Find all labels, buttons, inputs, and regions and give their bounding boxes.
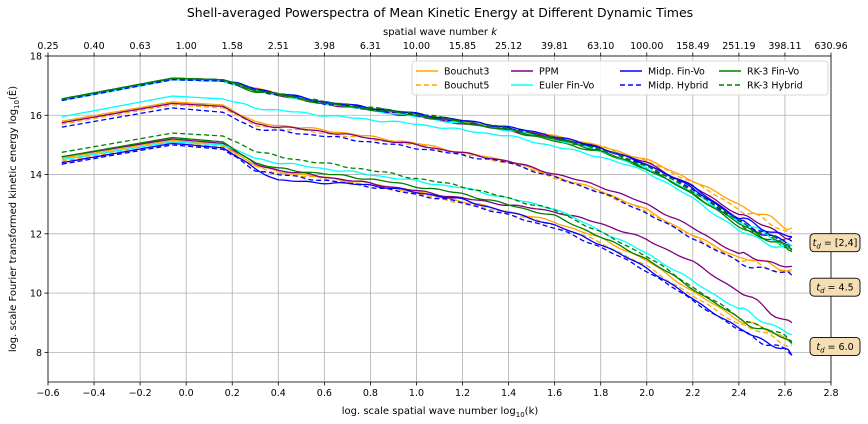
legend-label: Euler Fin-Vo <box>539 81 594 92</box>
x-tick-label: 2.2 <box>685 388 700 399</box>
top-tick-label: 630.96 <box>814 41 847 52</box>
top-tick-label: 6.31 <box>360 41 381 52</box>
series-line-bouchut3 <box>61 77 793 231</box>
x-tick-label: 2.4 <box>731 388 746 399</box>
series-line-midp-fin-vo <box>61 142 793 356</box>
y-tick-label: 16 <box>30 111 42 122</box>
y-tick-label: 12 <box>30 229 42 240</box>
top-tick-label: 3.98 <box>314 41 335 52</box>
series-line-euler-fin-vo <box>61 141 793 336</box>
series-line-rk-3-hybrid <box>61 132 793 343</box>
x-tick-label: −0.2 <box>129 388 152 399</box>
series-line-bouchut5 <box>61 77 793 233</box>
x-tick-label: 2.8 <box>823 388 838 399</box>
time-annotations: td = [2,4] td = 4.5 td = 6.0 <box>809 233 861 356</box>
series-line-ppm <box>61 138 793 324</box>
legend-label: RK-3 Fin-Vo <box>747 67 799 78</box>
top-x-axis-label: spatial wave number k <box>383 27 498 38</box>
x-tick-label: 1.8 <box>593 388 608 399</box>
x-tick-label: 2.0 <box>639 388 654 399</box>
top-tick-label: 1.00 <box>176 41 197 52</box>
x-tick-label: 1.6 <box>547 388 562 399</box>
x-tick-label: 0.2 <box>225 388 240 399</box>
annotation-label: td = 4.5 <box>816 283 853 296</box>
x-tick-label: 0.0 <box>179 388 194 399</box>
legend-label: PPM <box>539 67 559 78</box>
annotation-box <box>809 277 861 297</box>
top-tick-label: 10.00 <box>403 41 430 52</box>
y-tick-label: 14 <box>30 170 42 181</box>
annotation-box <box>809 336 861 356</box>
y-axis-label: log. scale Fourier transformed kinetic e… <box>6 86 21 352</box>
y-tick-label: 8 <box>36 348 42 359</box>
plot-frame <box>47 55 832 383</box>
x-tick-label: 0.6 <box>317 388 332 399</box>
x-tick-label: 0.4 <box>271 388 286 399</box>
series-line-rk-3-hybrid <box>61 77 793 248</box>
top-tick-label: 251.19 <box>722 41 755 52</box>
x-tick-label: −0.6 <box>36 388 59 399</box>
top-tick-label: 158.49 <box>676 41 709 52</box>
x-tick-label: 1.4 <box>501 388 516 399</box>
series-line-bouchut5 <box>61 142 793 348</box>
x-axis-ticks: −0.6 −0.4 −0.2 0.0 0.2 0.4 0.6 0.8 1.0 1.2 1.4 1.6 1… <box>36 382 839 399</box>
y-tick-label: 10 <box>30 289 42 300</box>
series-line-midp-hybrid <box>61 144 793 356</box>
top-tick-label: 1.58 <box>222 41 243 52</box>
x-tick-label: 1.0 <box>409 388 424 399</box>
legend: Bouchut3 Bouchut5 PPM Euler Fin-Vo Midp. Fin… <box>411 60 829 96</box>
top-tick-label: 63.10 <box>587 41 614 52</box>
top-tick-label: 0.25 <box>37 41 58 52</box>
series-line-ppm <box>61 102 792 268</box>
series-lines <box>61 77 793 356</box>
x-tick-label: 1.2 <box>455 388 470 399</box>
legend-label: Bouchut3 <box>444 67 489 78</box>
legend-label: RK-3 Hybrid <box>747 81 803 92</box>
series-line-euler-fin-vo <box>61 79 793 247</box>
legend-box <box>411 60 829 96</box>
top-tick-label: 0.63 <box>130 41 151 52</box>
top-tick-label: 100.00 <box>630 41 663 52</box>
top-tick-label: 0.40 <box>83 41 104 52</box>
top-tick-label: 25.12 <box>495 41 522 52</box>
series-line-bouchut3 <box>61 139 793 342</box>
y-axis-ticks: 8 10 12 14 16 18 <box>30 52 48 359</box>
top-tick-label: 2.51 <box>268 41 289 52</box>
x-tick-label: 0.8 <box>363 388 378 399</box>
top-tick-label: 39.81 <box>541 41 568 52</box>
top-tick-label: 15.85 <box>449 41 476 52</box>
x-tick-label: −0.4 <box>83 388 106 399</box>
y-tick-label: 18 <box>30 52 42 63</box>
top-tick-label: 398.11 <box>768 41 801 52</box>
annotation-label: td = [2,4] <box>813 238 858 251</box>
annotation-box <box>809 233 861 253</box>
series-line-midp-hybrid <box>61 107 793 276</box>
series-line-rk-3-fin-vo <box>61 136 793 344</box>
top-axis-ticks: 0.25 0.40 0.63 1.00 1.58 2.51 3.98 6.31 10.00 15.… <box>37 41 848 56</box>
legend-label: Bouchut5 <box>444 81 489 92</box>
chart-title: Shell-averaged Powerspectra of Mean Kine… <box>187 5 693 20</box>
annotation-label: td = 6.0 <box>816 342 853 355</box>
legend-label: Midp. Hybrid <box>648 81 708 92</box>
series-line-bouchut3 <box>61 101 793 272</box>
legend-label: Midp. Fin-Vo <box>648 67 705 78</box>
x-tick-label: 2.6 <box>777 388 792 399</box>
x-axis-label: log. scale spatial wave number log10(k) <box>342 406 539 419</box>
series-line-euler-fin-vo <box>61 95 793 252</box>
